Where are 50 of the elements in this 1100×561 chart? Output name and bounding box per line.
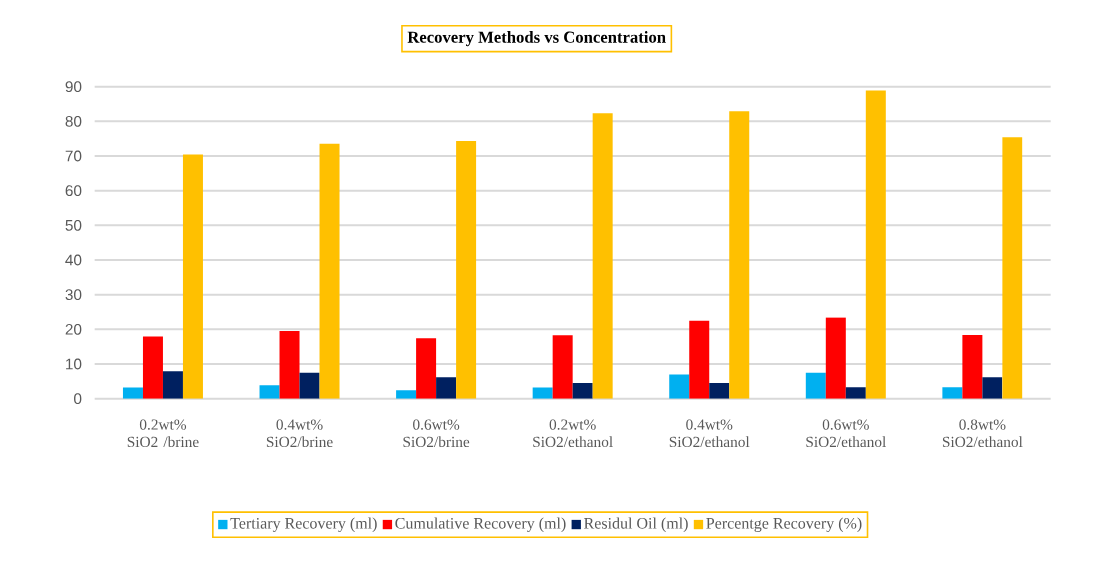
y-tick-label: 60 <box>65 185 82 197</box>
y-tick-label: 30 <box>65 289 82 301</box>
legend-label: Cumulative Recovery (ml) <box>395 517 566 532</box>
legend-label: Tertiary Recovery (ml) <box>230 517 377 532</box>
x-tick-label: 0.6wt% SiO2/ethanol <box>806 419 886 448</box>
x-tick-label: 0.4wt% SiO2/ethanol <box>669 419 750 448</box>
y-tick-label: 0 <box>74 393 82 405</box>
bar <box>1002 137 1023 399</box>
bar <box>436 377 457 399</box>
bar <box>805 372 826 399</box>
bar <box>299 372 320 399</box>
bar <box>669 374 690 399</box>
y-tick-label: 20 <box>65 323 82 335</box>
bar <box>572 383 593 399</box>
bar <box>552 335 573 399</box>
y-tick-label: 80 <box>65 115 82 127</box>
bar <box>865 90 886 399</box>
bar <box>942 387 963 399</box>
bar <box>962 334 983 399</box>
y-tick-label: 50 <box>65 219 82 231</box>
bar <box>456 141 477 399</box>
x-tick-label: 0.8wt% SiO2/ethanol <box>942 419 1023 448</box>
bar <box>396 390 417 399</box>
bar <box>416 338 437 399</box>
bar <box>982 377 1003 399</box>
legend-label: Percentge Recovery (%) <box>706 517 862 532</box>
bar <box>182 154 203 399</box>
bar <box>729 111 750 399</box>
x-tick-label: 0.4wt% SiO2/brine <box>266 419 333 448</box>
bar <box>319 143 340 399</box>
bar <box>142 336 163 399</box>
y-tick-label: 90 <box>65 81 82 93</box>
bar <box>825 317 846 399</box>
bar <box>279 331 300 399</box>
bar <box>259 385 280 399</box>
chart-title: Recovery Methods vs Concentration <box>407 31 666 47</box>
bar <box>709 383 730 399</box>
bar <box>162 371 183 399</box>
y-tick-label: 40 <box>65 254 82 266</box>
bar <box>845 387 866 399</box>
bar <box>122 387 143 399</box>
y-tick-label: 10 <box>66 358 82 370</box>
legend-label: Residul Oil (ml) <box>584 517 688 532</box>
x-tick-label: 0.2wt% SiO2/ethanol <box>533 419 613 448</box>
bar <box>592 113 613 399</box>
bar <box>532 387 553 399</box>
x-tick-label: 0.6wt% SiO2/brine <box>403 419 470 448</box>
y-tick-label: 70 <box>65 150 82 162</box>
bar <box>689 320 710 399</box>
x-tick-label: 0.2wt% SiO2 /brine <box>127 419 199 448</box>
